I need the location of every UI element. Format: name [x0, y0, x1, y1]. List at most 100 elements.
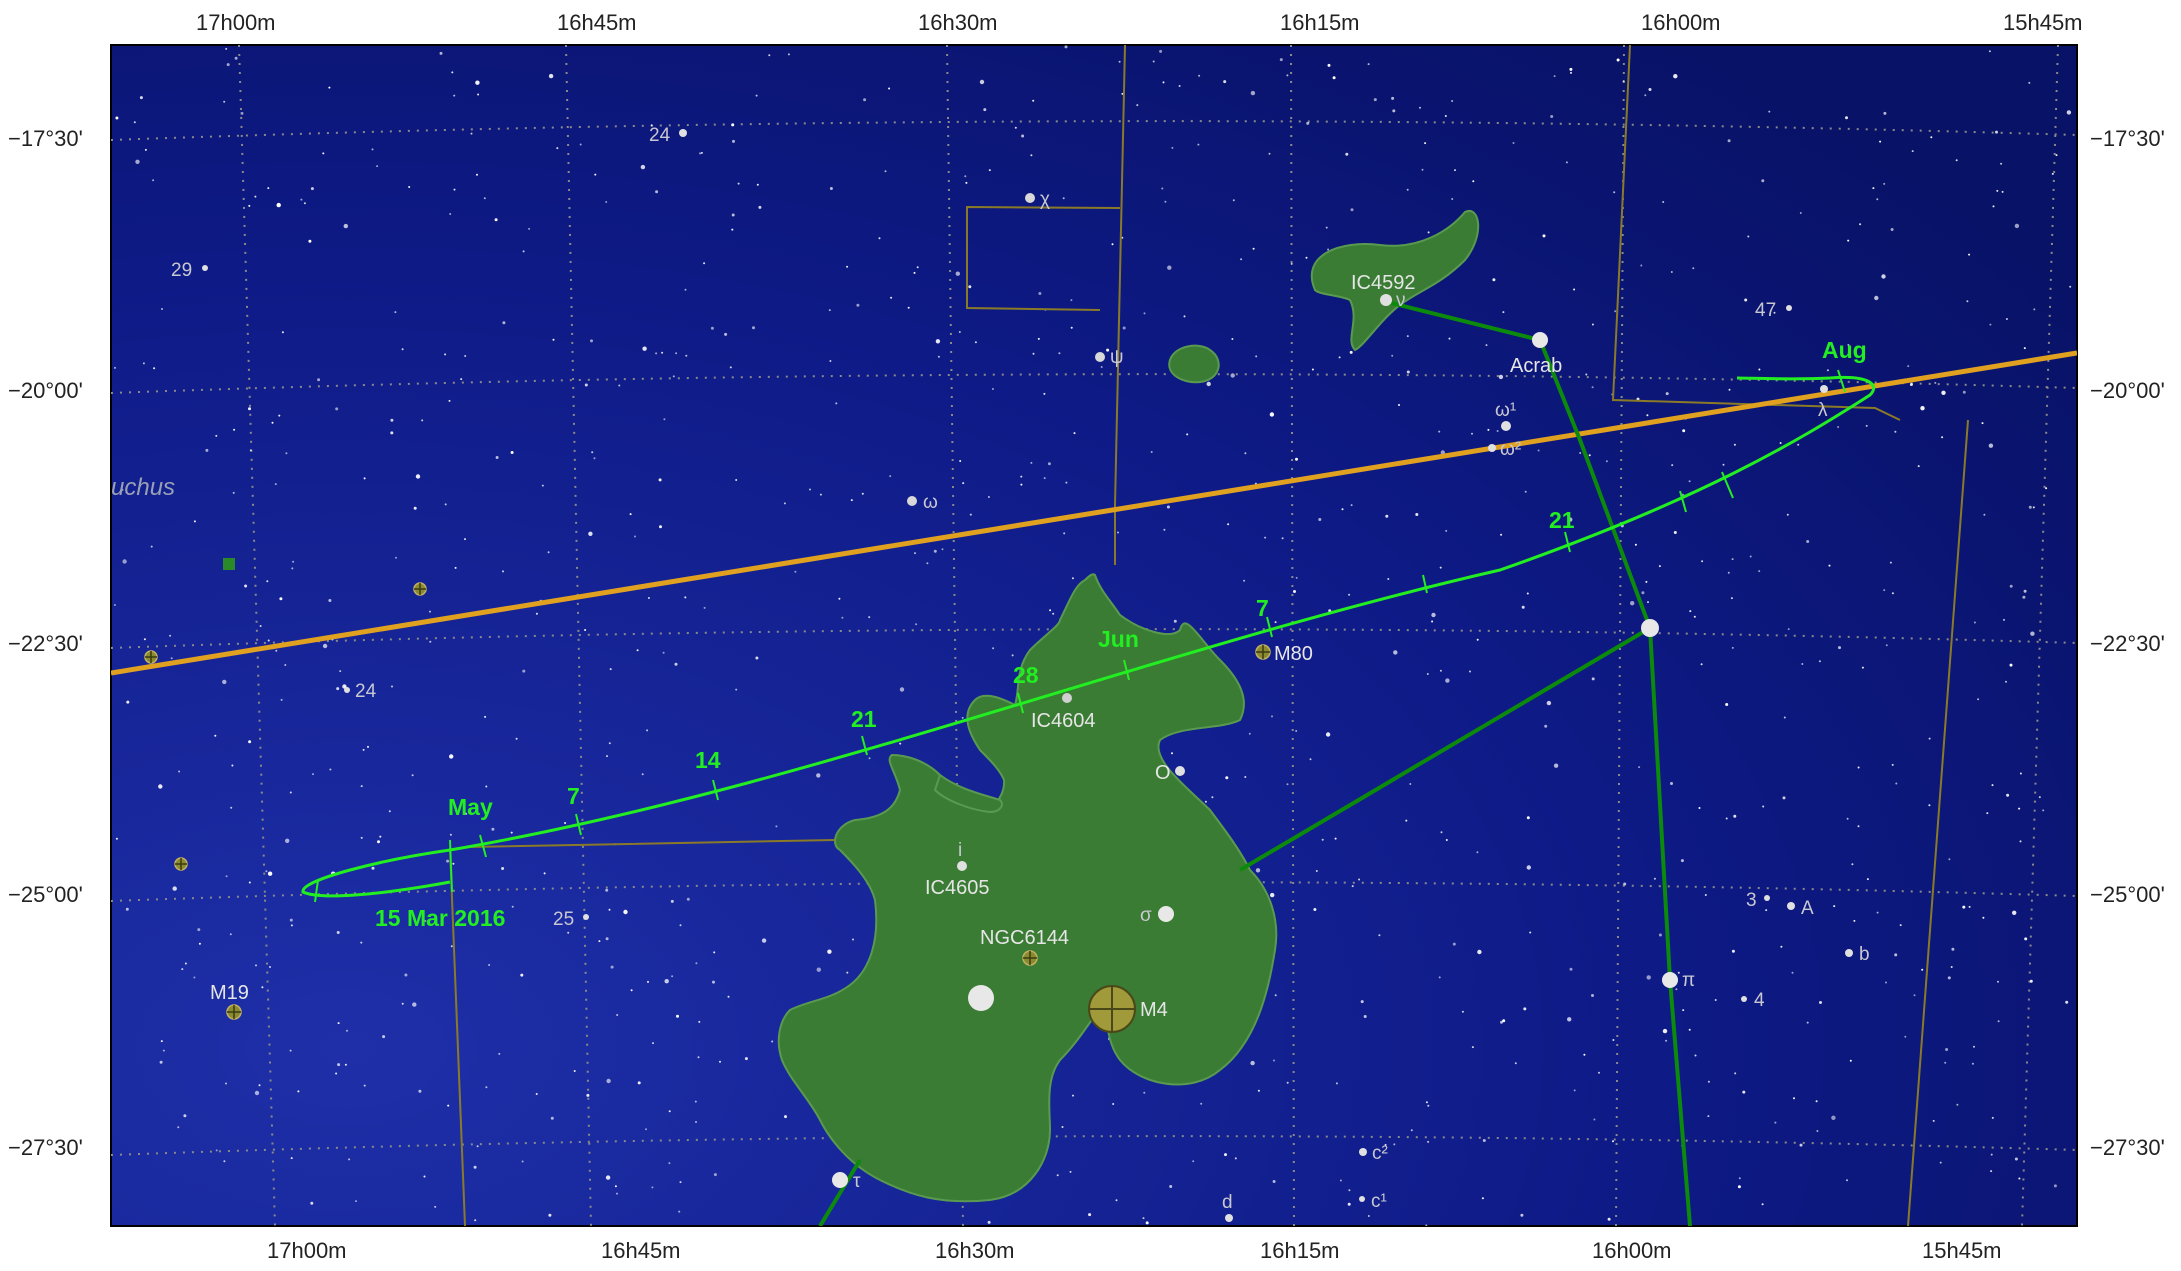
- path-label-jun: Jun: [1098, 626, 1139, 652]
- dso-label-ic4605: IC4605: [925, 877, 990, 899]
- star-label-25: 25: [553, 909, 574, 930]
- dec-left-label: −27°30': [8, 1135, 83, 1160]
- ra-top-label: 16h15m: [1280, 10, 1360, 35]
- star-label-a: A: [1801, 898, 1814, 919]
- star-label-lambda: λ: [1818, 400, 1828, 421]
- cluster-m19-icon: [226, 1004, 242, 1020]
- dso-label-m80: M80: [1274, 643, 1313, 665]
- star-label-b: b: [1859, 944, 1870, 965]
- ra-top-label: 16h30m: [918, 10, 998, 35]
- ra-axis-bottom: 17h00m 16h45m 16h30m 16h15m 16h00m 15h45…: [267, 1238, 2002, 1263]
- dec-right-label: −22°30': [2090, 631, 2165, 656]
- path-label-7a: 7: [567, 783, 580, 809]
- star-omega1: [1501, 421, 1511, 431]
- star-pi: [1662, 972, 1678, 988]
- star-29: [202, 265, 208, 271]
- star-label-c1: c¹: [1371, 1191, 1387, 1212]
- star-24b: [344, 687, 350, 693]
- star-label-47: 47: [1755, 300, 1776, 321]
- ra-top-label: 16h00m: [1641, 10, 1721, 35]
- cluster-m80-icon: [1255, 644, 1271, 660]
- star-label-29: 29: [171, 260, 192, 281]
- rho-oph-arm: [933, 773, 1003, 814]
- star-label-omega1: ω¹: [1495, 400, 1516, 421]
- cluster-unnamed-2-icon: [144, 650, 158, 664]
- path-label-7b: 7: [1256, 595, 1269, 621]
- star-label-i: i: [958, 840, 962, 861]
- ecliptic-line: [111, 350, 2077, 676]
- star-label-24a: 24: [649, 125, 671, 146]
- star-label-24b: 24: [355, 681, 377, 702]
- dso-label-m19: M19: [210, 982, 249, 1004]
- star-omega: [907, 496, 917, 506]
- dec-axis-left: −17°30' −20°00' −22°30' −25°00' −27°30': [8, 126, 83, 1160]
- star-label-psi: ψ: [1110, 347, 1124, 368]
- star-4: [1741, 996, 1747, 1002]
- star-label-d: d: [1222, 1192, 1233, 1213]
- star-47: [1786, 305, 1792, 311]
- dso-label-ic4604: IC4604: [1031, 710, 1096, 732]
- star-label-o: O: [1155, 762, 1171, 784]
- constellation-name-ophiuchus: uchus: [111, 474, 175, 501]
- dec-right-label: −17°30': [2090, 126, 2165, 151]
- cluster-unnamed-3-icon: [174, 857, 188, 871]
- dec-left-label: −20°00': [8, 378, 83, 403]
- star-label-4: 4: [1754, 990, 1765, 1011]
- ra-bottom-label: 16h45m: [601, 1238, 681, 1263]
- ra-bottom-label: 15h45m: [1922, 1238, 2002, 1263]
- path-label-may: May: [448, 794, 493, 820]
- coordinate-grid: [111, 45, 2077, 1226]
- star-i: [957, 861, 967, 871]
- star-a: [1787, 902, 1795, 910]
- star-3: [1764, 895, 1770, 901]
- constellation-stick-figure: [818, 300, 1692, 1226]
- rho-ophiuchi-nebula: [777, 573, 1278, 1203]
- named-stars: χ ψ ω ν Acrab ω¹ ω² λ O σ π τ i 24 29 2: [171, 125, 1870, 1222]
- star-b: [1845, 949, 1853, 957]
- ra-bottom-label: 16h15m: [1260, 1238, 1340, 1263]
- path-label-start: 15 Mar 2016: [375, 905, 505, 931]
- star-tau: [832, 1172, 848, 1188]
- star-nu: [1380, 294, 1392, 306]
- ra-bottom-label: 17h00m: [267, 1238, 347, 1263]
- star-omega2: [1488, 444, 1496, 452]
- dso-label-ic4592: IC4592: [1351, 272, 1416, 294]
- dec-left-label: −22°30': [8, 631, 83, 656]
- star-o: [1175, 766, 1185, 776]
- dec-left-label: −25°00': [8, 882, 83, 907]
- object-track: [301, 369, 1876, 903]
- background-starfield: [113, 45, 2072, 1226]
- star-label-pi: π: [1682, 970, 1695, 991]
- dso-label-m4: M4: [1140, 999, 1168, 1021]
- dec-right-label: −20°00': [2090, 378, 2165, 403]
- ra-top-label: 16h45m: [557, 10, 637, 35]
- cluster-m4-icon: [1088, 985, 1136, 1033]
- dso-label-ngc6144: NGC6144: [980, 927, 1069, 949]
- star-psi: [1095, 352, 1105, 362]
- dec-right-label: −25°00': [2090, 882, 2165, 907]
- ra-bottom-label: 16h00m: [1592, 1238, 1672, 1263]
- ra-top-label: 17h00m: [196, 10, 276, 35]
- dso-ic4604-marker: [1062, 693, 1072, 703]
- star-label-omega: ω: [923, 492, 938, 513]
- path-labels: 15 Mar 2016 May 7 14 21 28 Jun 7 21 Aug: [375, 337, 1867, 931]
- star-label-c2: c²: [1372, 1143, 1388, 1164]
- small-nebula: [1168, 344, 1220, 384]
- star-label-tau: τ: [853, 1171, 861, 1192]
- star-sigma-scorpii-1: [1641, 619, 1659, 637]
- star-chi: [1025, 193, 1035, 203]
- nebula-regions: [777, 210, 1480, 1203]
- deep-sky-objects: IC4592 IC4604 IC4605 NGC6144 M80 M4 M19: [144, 272, 1416, 1033]
- star-sigma: [1158, 906, 1174, 922]
- star-label-chi: χ: [1040, 189, 1050, 210]
- star-label-3: 3: [1746, 890, 1757, 911]
- star-label-acrab: Acrab: [1510, 355, 1562, 377]
- ra-bottom-label: 16h30m: [935, 1238, 1015, 1263]
- path-label-14: 14: [695, 747, 721, 773]
- ra-axis-top: 17h00m 16h45m 16h30m 16h15m 16h00m 15h45…: [196, 10, 2083, 35]
- star-d: [1225, 1214, 1233, 1222]
- path-label-21a: 21: [851, 706, 877, 732]
- ic4592-nebula: [1310, 210, 1480, 352]
- path-label-aug: Aug: [1822, 337, 1867, 363]
